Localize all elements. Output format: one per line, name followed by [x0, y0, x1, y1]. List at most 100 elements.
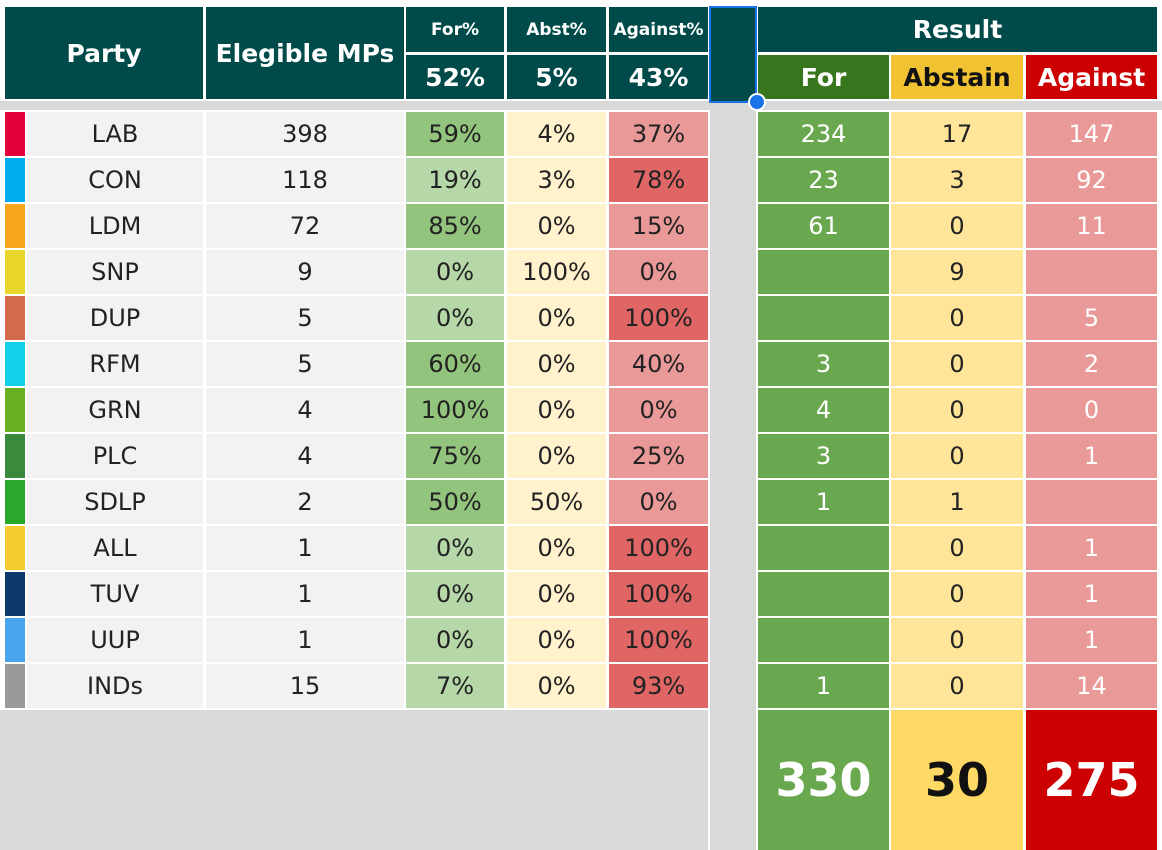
party-name-cell[interactable]: RFM	[27, 342, 203, 386]
result-for-cell[interactable]: 23	[758, 158, 889, 202]
party-name-cell[interactable]: INDs	[27, 664, 203, 708]
fill-handle[interactable]	[748, 93, 766, 111]
abst-pct-cell[interactable]: 4%	[507, 112, 606, 156]
result-against-cell[interactable]	[1026, 480, 1157, 524]
abst-pct-cell[interactable]: 100%	[507, 250, 606, 294]
abst-pct-cell[interactable]: 0%	[507, 296, 606, 340]
result-for-cell[interactable]: 61	[758, 204, 889, 248]
elegible-mps-cell[interactable]: 398	[206, 112, 404, 156]
party-name-cell[interactable]: SNP	[27, 250, 203, 294]
result-against-cell[interactable]: 147	[1026, 112, 1157, 156]
result-abstain-cell[interactable]: 9	[891, 250, 1023, 294]
elegible-mps-cell[interactable]: 5	[206, 296, 404, 340]
result-abstain-cell[interactable]: 0	[891, 434, 1023, 478]
elegible-mps-cell[interactable]: 2	[206, 480, 404, 524]
total-against[interactable]: 275	[1026, 710, 1157, 850]
against-pct-cell[interactable]: 93%	[609, 664, 708, 708]
header-abst-pct[interactable]: Abst%	[507, 7, 606, 52]
against-pct-cell[interactable]: 78%	[609, 158, 708, 202]
party-name-cell[interactable]: PLC	[27, 434, 203, 478]
result-for-cell[interactable]: 1	[758, 480, 889, 524]
result-abstain-cell[interactable]: 0	[891, 526, 1023, 570]
against-pct-cell[interactable]: 100%	[609, 526, 708, 570]
for-pct-cell[interactable]: 0%	[406, 250, 504, 294]
total-abstain[interactable]: 30	[891, 710, 1023, 850]
against-pct-cell[interactable]: 40%	[609, 342, 708, 386]
for-pct-cell[interactable]: 50%	[406, 480, 504, 524]
elegible-mps-cell[interactable]: 1	[206, 572, 404, 616]
result-abstain-cell[interactable]: 0	[891, 296, 1023, 340]
result-against-cell[interactable]: 11	[1026, 204, 1157, 248]
abst-pct-cell[interactable]: 0%	[507, 388, 606, 432]
elegible-mps-cell[interactable]: 15	[206, 664, 404, 708]
for-pct-cell[interactable]: 59%	[406, 112, 504, 156]
for-pct-cell[interactable]: 7%	[406, 664, 504, 708]
result-for-cell[interactable]	[758, 572, 889, 616]
result-against-cell[interactable]	[1026, 250, 1157, 294]
result-against-cell[interactable]: 1	[1026, 618, 1157, 662]
total-abst-pct[interactable]: 5%	[507, 55, 606, 99]
header-result[interactable]: Result	[758, 7, 1157, 52]
party-name-cell[interactable]: UUP	[27, 618, 203, 662]
abst-pct-cell[interactable]: 0%	[507, 618, 606, 662]
result-abstain-cell[interactable]: 0	[891, 664, 1023, 708]
elegible-mps-cell[interactable]: 1	[206, 618, 404, 662]
result-abstain-cell[interactable]: 17	[891, 112, 1023, 156]
header-for[interactable]: For	[758, 55, 889, 99]
result-against-cell[interactable]: 1	[1026, 526, 1157, 570]
party-name-cell[interactable]: ALL	[27, 526, 203, 570]
abst-pct-cell[interactable]: 0%	[507, 664, 606, 708]
result-abstain-cell[interactable]: 3	[891, 158, 1023, 202]
for-pct-cell[interactable]: 75%	[406, 434, 504, 478]
result-abstain-cell[interactable]: 0	[891, 342, 1023, 386]
against-pct-cell[interactable]: 100%	[609, 296, 708, 340]
result-for-cell[interactable]: 1	[758, 664, 889, 708]
against-pct-cell[interactable]: 0%	[609, 480, 708, 524]
abst-pct-cell[interactable]: 0%	[507, 526, 606, 570]
result-for-cell[interactable]: 3	[758, 342, 889, 386]
result-abstain-cell[interactable]: 1	[891, 480, 1023, 524]
party-name-cell[interactable]: CON	[27, 158, 203, 202]
result-against-cell[interactable]: 1	[1026, 572, 1157, 616]
elegible-mps-cell[interactable]: 4	[206, 434, 404, 478]
result-abstain-cell[interactable]: 0	[891, 618, 1023, 662]
result-abstain-cell[interactable]: 0	[891, 204, 1023, 248]
result-against-cell[interactable]: 2	[1026, 342, 1157, 386]
result-against-cell[interactable]: 14	[1026, 664, 1157, 708]
header-party[interactable]: Party	[5, 7, 203, 99]
elegible-mps-cell[interactable]: 1	[206, 526, 404, 570]
total-for-pct[interactable]: 52%	[406, 55, 504, 99]
for-pct-cell[interactable]: 0%	[406, 618, 504, 662]
result-against-cell[interactable]: 1	[1026, 434, 1157, 478]
result-against-cell[interactable]: 0	[1026, 388, 1157, 432]
result-for-cell[interactable]	[758, 526, 889, 570]
elegible-mps-cell[interactable]: 5	[206, 342, 404, 386]
for-pct-cell[interactable]: 0%	[406, 572, 504, 616]
result-for-cell[interactable]	[758, 296, 889, 340]
for-pct-cell[interactable]: 85%	[406, 204, 504, 248]
result-against-cell[interactable]: 92	[1026, 158, 1157, 202]
for-pct-cell[interactable]: 60%	[406, 342, 504, 386]
elegible-mps-cell[interactable]: 9	[206, 250, 404, 294]
elegible-mps-cell[interactable]: 118	[206, 158, 404, 202]
result-for-cell[interactable]	[758, 618, 889, 662]
for-pct-cell[interactable]: 100%	[406, 388, 504, 432]
abst-pct-cell[interactable]: 0%	[507, 434, 606, 478]
abst-pct-cell[interactable]: 0%	[507, 342, 606, 386]
header-against-pct[interactable]: Against%	[609, 7, 708, 52]
against-pct-cell[interactable]: 15%	[609, 204, 708, 248]
against-pct-cell[interactable]: 100%	[609, 572, 708, 616]
abst-pct-cell[interactable]: 0%	[507, 572, 606, 616]
for-pct-cell[interactable]: 19%	[406, 158, 504, 202]
abst-pct-cell[interactable]: 50%	[507, 480, 606, 524]
for-pct-cell[interactable]: 0%	[406, 296, 504, 340]
header-abstain[interactable]: Abstain	[891, 55, 1023, 99]
header-for-pct[interactable]: For%	[406, 7, 504, 52]
result-against-cell[interactable]: 5	[1026, 296, 1157, 340]
against-pct-cell[interactable]: 37%	[609, 112, 708, 156]
party-name-cell[interactable]: TUV	[27, 572, 203, 616]
elegible-mps-cell[interactable]: 4	[206, 388, 404, 432]
party-name-cell[interactable]: GRN	[27, 388, 203, 432]
for-pct-cell[interactable]: 0%	[406, 526, 504, 570]
